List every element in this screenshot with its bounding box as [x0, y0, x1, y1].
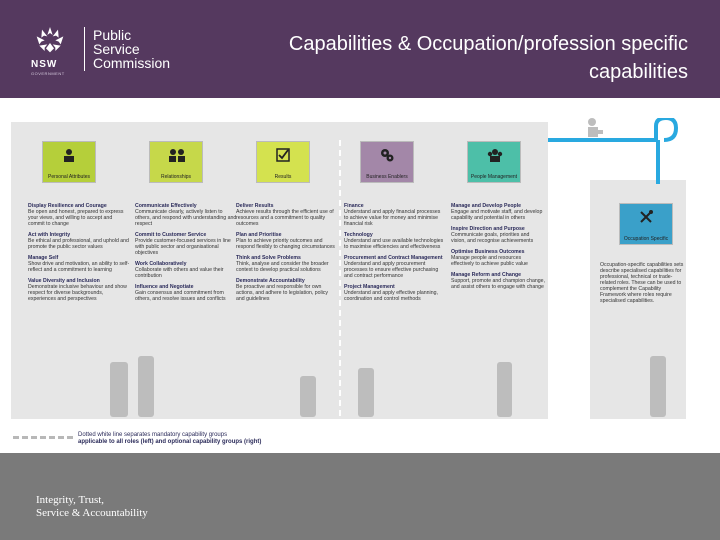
capability-heading: Think and Solve Problems	[236, 255, 301, 261]
footer-banner	[0, 453, 720, 540]
person-silhouette-icon	[650, 356, 666, 417]
capability-description: Communicate goals, priorities and vision…	[451, 232, 534, 244]
column-personal-attributes: Display Resilience and Courage Be open a…	[28, 203, 130, 307]
capability-heading: Optimise Business Outcomes	[451, 249, 525, 255]
column-business-enablers: Finance Understand and apply financial p…	[344, 203, 444, 307]
person-silhouette-icon	[110, 362, 128, 417]
person-silhouette-icon	[497, 362, 512, 417]
capability-heading: Work Collaboratively	[135, 261, 187, 267]
psc-line-1: Public	[93, 27, 132, 43]
legend-line-1: Dotted white line separates mandatory ca…	[78, 432, 228, 438]
capability-heading: Influence and Negotiate	[135, 284, 194, 290]
column-people-management: Manage and Develop People Engage and mot…	[451, 203, 545, 295]
checkbox-icon	[276, 148, 290, 162]
capability-description: Understand and apply procurement process…	[344, 261, 439, 279]
capability-heading: Commit to Customer Service	[135, 232, 207, 238]
group-label: Relationships	[160, 174, 192, 180]
capability-heading: Value Diversity and Inclusion	[28, 278, 100, 284]
capability-description: Communicate clearly, actively listen to …	[135, 209, 237, 227]
nsw-waratah-logo-icon	[36, 27, 64, 53]
mandatory-optional-divider	[339, 140, 341, 416]
capability-description: Think, analyse and consider the broader …	[236, 261, 329, 273]
capability-heading: Technology	[344, 232, 373, 238]
capability-description: Collaborate with others and value their …	[135, 267, 224, 279]
person-icon	[64, 149, 74, 162]
group-label: People Management	[470, 174, 518, 180]
capability-heading: Manage Reform and Change	[451, 272, 522, 278]
capability-heading: Act with Integrity	[28, 232, 71, 238]
psc-wordmark: Public Service Commission	[93, 28, 170, 70]
column-relationships: Communicate Effectively Communicate clea…	[135, 203, 237, 307]
capability-heading: Plan and Prioritise	[236, 232, 282, 238]
legend-text: Dotted white line separates mandatory ca…	[78, 432, 261, 446]
dotted-line-legend-icon	[13, 436, 73, 439]
group-personal-attributes: Personal Attributes	[42, 141, 96, 183]
group-relationships: Relationships	[149, 141, 203, 183]
capability-heading: Deliver Results	[236, 203, 274, 209]
column-results: Deliver Results Achieve results through …	[236, 203, 338, 307]
capability-description: Gain consensus and commitment from other…	[135, 290, 226, 302]
logo-divider	[84, 27, 85, 71]
capability-description: Provide customer-focused services in lin…	[135, 238, 231, 256]
footer-tagline: Integrity, Trust, Service & Accountabili…	[36, 494, 148, 520]
slide-title: Capabilities & Occupation/profession spe…	[288, 33, 688, 83]
capability-heading: Display Resilience and Courage	[28, 203, 107, 209]
capability-description: Engage and motivate staff, and develop c…	[451, 209, 543, 221]
footer-line-2: Service & Accountability	[36, 507, 148, 519]
team-icon	[487, 149, 503, 162]
capability-description: Plan to achieve priority outcomes and re…	[236, 238, 335, 250]
capability-heading: Project Management	[344, 284, 395, 290]
capability-heading: Procurement and Contract Management	[344, 255, 443, 261]
group-people-management: People Management	[467, 141, 521, 183]
gears-icon	[381, 149, 394, 162]
group-label: Business Enablers	[366, 174, 408, 180]
group-business-enablers: Business Enablers	[360, 141, 414, 183]
nsw-wordmark: NSW	[31, 59, 58, 70]
group-label: Occupation Specific	[623, 236, 669, 242]
legend-line-2: applicable to all roles (left) and optio…	[78, 439, 262, 445]
capability-heading: Finance	[344, 203, 364, 209]
capability-description: Show drive and motivation, an ability to…	[28, 261, 130, 273]
capability-heading: Demonstrate Accountability	[236, 278, 305, 284]
capability-description: Be open and honest, prepared to express …	[28, 209, 124, 227]
group-results: Results	[256, 141, 310, 183]
group-label: Personal Attributes	[48, 174, 90, 180]
connector-line-icon	[548, 118, 679, 184]
people-icon	[169, 149, 185, 162]
footer-line-1: Integrity, Trust,	[36, 494, 105, 506]
header-banner: NSW GOVERNMENT Public Service Commission…	[0, 0, 720, 98]
capability-description: Understand and use available technologie…	[344, 238, 444, 250]
capability-description: Achieve results through the efficient us…	[236, 209, 334, 227]
capability-heading: Manage and Develop People	[451, 203, 522, 209]
capability-description: Understand and apply effective planning,…	[344, 290, 438, 302]
person-silhouette-icon	[300, 376, 316, 417]
capability-description: Understand and apply financial processes…	[344, 209, 441, 227]
capability-description: Manage people and resources effectively …	[451, 255, 528, 267]
capability-heading: Inspire Direction and Purpose	[451, 226, 525, 232]
person-silhouette-icon	[138, 356, 154, 417]
capability-description: Support, promote and champion change, an…	[451, 278, 546, 290]
capability-heading: Manage Self	[28, 255, 59, 261]
capability-heading: Communicate Effectively	[135, 203, 197, 209]
psc-line-3: Commission	[93, 55, 171, 71]
capability-description: Be ethical and professional, and uphold …	[28, 238, 129, 250]
government-wordmark: GOVERNMENT	[31, 71, 65, 76]
capability-description: Demonstrate inclusive behaviour and show…	[28, 284, 127, 302]
capability-description: Be proactive and responsible for own act…	[236, 284, 328, 302]
psc-line-2: Service	[93, 41, 140, 57]
occupation-specific-description: Occupation-specific capabilities sets de…	[600, 262, 684, 304]
person-silhouette-icon	[358, 368, 374, 417]
group-occupation-specific: Occupation Specific	[619, 203, 673, 245]
group-label: Results	[274, 174, 292, 180]
tools-icon	[640, 210, 653, 223]
